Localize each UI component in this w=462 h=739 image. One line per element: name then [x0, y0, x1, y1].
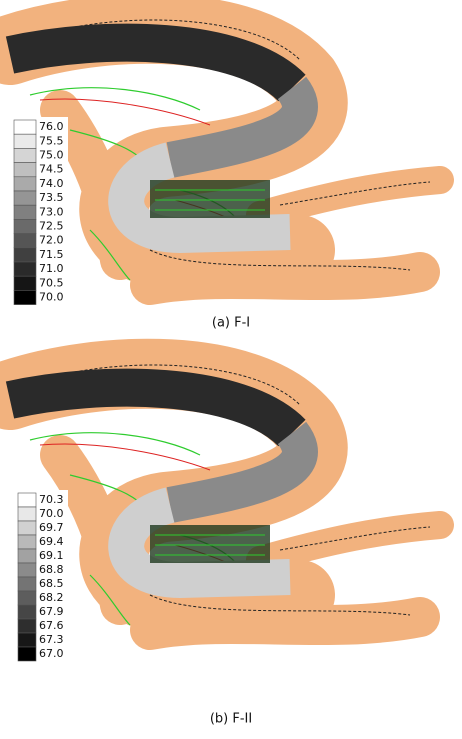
- legend-swatch: [14, 177, 36, 191]
- legend-swatch: [18, 619, 36, 633]
- legend-label: 68.2: [39, 591, 64, 604]
- legend-label: 75.0: [39, 149, 64, 162]
- legend-label: 68.8: [39, 563, 64, 576]
- legend-label: 69.4: [39, 535, 64, 548]
- legend-swatch: [18, 591, 36, 605]
- legend-swatch: [18, 633, 36, 647]
- legend-label: 71.0: [39, 262, 64, 275]
- legend-label: 70.0: [39, 291, 64, 304]
- legend-swatch: [14, 262, 36, 276]
- legend-swatch: [14, 205, 36, 219]
- legend-swatch: [18, 493, 36, 507]
- caption-b: (b) F-II: [210, 712, 252, 727]
- legend-label: 67.3: [39, 633, 64, 646]
- legend-swatch: [14, 148, 36, 162]
- legend-swatch: [18, 549, 36, 563]
- legend-swatch: [14, 120, 36, 134]
- legend-swatch: [18, 605, 36, 619]
- legend-label: 67.9: [39, 605, 64, 618]
- legend-label: 68.5: [39, 577, 64, 590]
- legend-label: 71.5: [39, 248, 64, 261]
- legend-swatch: [18, 563, 36, 577]
- map-b: [10, 365, 440, 630]
- legend-label: 76.0: [39, 120, 64, 133]
- legend-label: 69.7: [39, 521, 64, 534]
- legend-swatch: [18, 535, 36, 549]
- legend-label: 67.6: [39, 619, 64, 632]
- legend-label: 74.0: [39, 177, 64, 190]
- legend-label: 72.5: [39, 220, 64, 233]
- figure: (a) F-I (b) F-II 76.075.575.074.574.073.…: [0, 0, 462, 739]
- legend-swatch: [18, 577, 36, 591]
- legend-swatch: [18, 521, 36, 535]
- legend-label: 70.3: [39, 493, 64, 506]
- legend-label: 67.0: [39, 647, 64, 660]
- map-a: [10, 20, 440, 285]
- legend-swatch: [18, 647, 36, 661]
- legend-swatch: [14, 191, 36, 205]
- legend-swatch: [14, 248, 36, 262]
- caption-a: (a) F-I: [212, 316, 250, 331]
- legend-label: 69.1: [39, 549, 64, 562]
- legend-label: 70.0: [39, 507, 64, 520]
- legend-swatch: [14, 234, 36, 248]
- legend-label: 73.5: [39, 191, 64, 204]
- legend-swatch: [14, 276, 36, 290]
- legend-swatch: [14, 219, 36, 233]
- legend-label: 72.0: [39, 234, 64, 247]
- legend-label: 70.5: [39, 276, 64, 289]
- legend-swatch: [14, 163, 36, 177]
- legend-swatch: [18, 507, 36, 521]
- legend-swatch: [14, 134, 36, 148]
- legend-label: 73.0: [39, 205, 64, 218]
- legend-label: 74.5: [39, 163, 64, 176]
- legend-label: 75.5: [39, 134, 64, 147]
- legend-swatch: [14, 290, 36, 304]
